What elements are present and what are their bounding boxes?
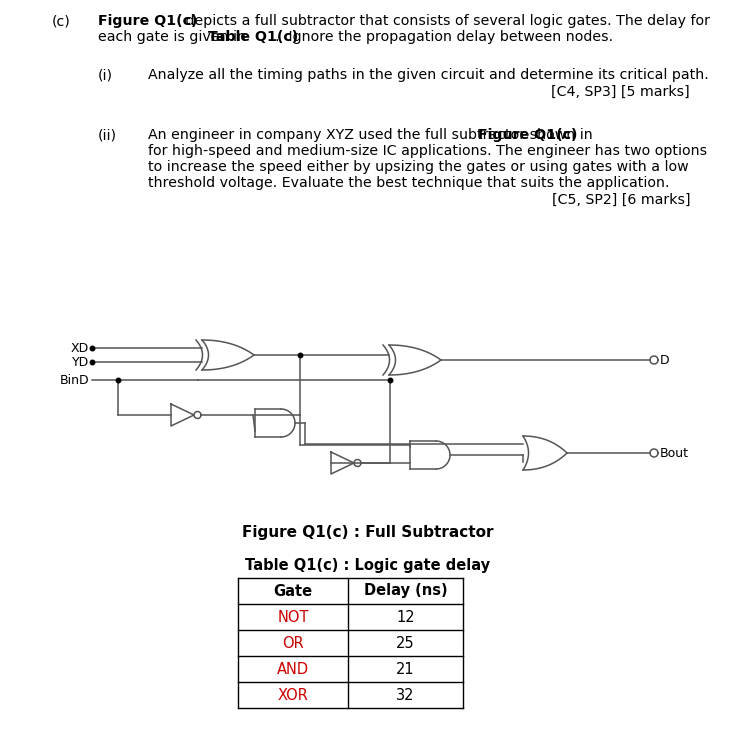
Text: NOT: NOT (277, 609, 308, 624)
Text: to increase the speed either by upsizing the gates or using gates with a low: to increase the speed either by upsizing… (148, 160, 689, 174)
Text: .  Ignore the propagation delay between nodes.: . Ignore the propagation delay between n… (275, 30, 613, 44)
Text: each gate is given in: each gate is given in (98, 30, 250, 44)
Text: XD: XD (71, 341, 89, 354)
Text: AND: AND (277, 662, 309, 677)
Text: Figure Q1(c): Figure Q1(c) (98, 14, 197, 28)
Text: (i): (i) (98, 68, 113, 82)
Text: 32: 32 (396, 688, 415, 702)
Text: OR: OR (282, 635, 304, 651)
Text: Analyze all the timing paths in the given circuit and determine its critical pat: Analyze all the timing paths in the give… (148, 68, 709, 82)
Text: 25: 25 (396, 635, 415, 651)
Text: Table Q1(c) : Logic gate delay: Table Q1(c) : Logic gate delay (245, 558, 491, 573)
Text: XOR: XOR (277, 688, 308, 702)
Text: for high-speed and medium-size IC applications. The engineer has two options: for high-speed and medium-size IC applic… (148, 144, 707, 158)
Text: 21: 21 (396, 662, 415, 677)
Text: YD: YD (71, 355, 89, 368)
Text: Figure Q1(c): Figure Q1(c) (478, 128, 578, 142)
Text: threshold voltage. Evaluate the best technique that suits the application.: threshold voltage. Evaluate the best tec… (148, 176, 670, 190)
Text: Bout: Bout (660, 447, 689, 459)
Text: 12: 12 (396, 609, 415, 624)
Text: D: D (660, 354, 670, 366)
Text: Table Q1(c): Table Q1(c) (208, 30, 298, 44)
Text: Delay (ns): Delay (ns) (364, 584, 447, 598)
Text: Gate: Gate (274, 584, 313, 598)
Text: (c): (c) (52, 14, 71, 28)
Text: Figure Q1(c) : Full Subtractor: Figure Q1(c) : Full Subtractor (242, 525, 494, 540)
Text: depicts a full subtractor that consists of several logic gates. The delay for: depicts a full subtractor that consists … (181, 14, 710, 28)
Text: [C5, SP2] [6 marks]: [C5, SP2] [6 marks] (551, 193, 690, 207)
Text: An engineer in company XYZ used the full subtractor shown in: An engineer in company XYZ used the full… (148, 128, 597, 142)
Text: (ii): (ii) (98, 128, 117, 142)
Text: [C4, SP3] [5 marks]: [C4, SP3] [5 marks] (551, 85, 690, 99)
Text: BinD: BinD (60, 374, 89, 386)
